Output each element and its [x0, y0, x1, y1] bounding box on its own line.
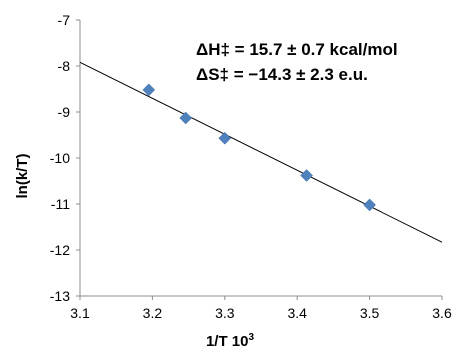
- y-tick-label: -12: [50, 242, 70, 258]
- x-tick-label: 3.4: [287, 305, 307, 321]
- y-tick-label: -13: [50, 288, 70, 304]
- annotation-entropy: ΔS‡ = −14.3 ± 2.3 e.u.: [196, 65, 368, 84]
- trend-line: [79, 61, 443, 243]
- x-tick-label: 3.5: [360, 305, 380, 321]
- data-points: [142, 83, 376, 212]
- y-tick-label: -8: [58, 58, 71, 74]
- data-point: [179, 111, 193, 125]
- y-axis-ticks: [76, 19, 80, 297]
- x-axis-title-main: 1/T 10: [206, 333, 249, 350]
- data-point: [142, 83, 156, 97]
- x-axis-ticks: [79, 296, 443, 300]
- y-tick-label: -10: [50, 150, 70, 166]
- x-axis-title: 1/T 103: [206, 332, 255, 350]
- x-tick-label: 3.6: [432, 305, 452, 321]
- data-point: [300, 169, 313, 182]
- y-tick-labels: -7 -8 -9 -10 -11 -12 -13: [50, 12, 70, 304]
- x-tick-labels: 3.1 3.2 3.3 3.4 3.5 3.6: [70, 305, 452, 321]
- y-axis-title: ln(k/T): [14, 154, 31, 199]
- data-point: [363, 198, 376, 212]
- x-axis-title-superscript: 3: [248, 332, 254, 343]
- y-tick-label: -7: [58, 12, 71, 28]
- y-tick-label: -9: [58, 104, 71, 120]
- annotation-enthalpy: ΔH‡ = 15.7 ± 0.7 kcal/mol: [196, 40, 398, 59]
- x-tick-label: 3.3: [215, 305, 235, 321]
- data-point: [218, 131, 232, 145]
- x-tick-label: 3.1: [70, 305, 90, 321]
- y-tick-label: -11: [51, 196, 70, 212]
- x-tick-label: 3.2: [143, 305, 163, 321]
